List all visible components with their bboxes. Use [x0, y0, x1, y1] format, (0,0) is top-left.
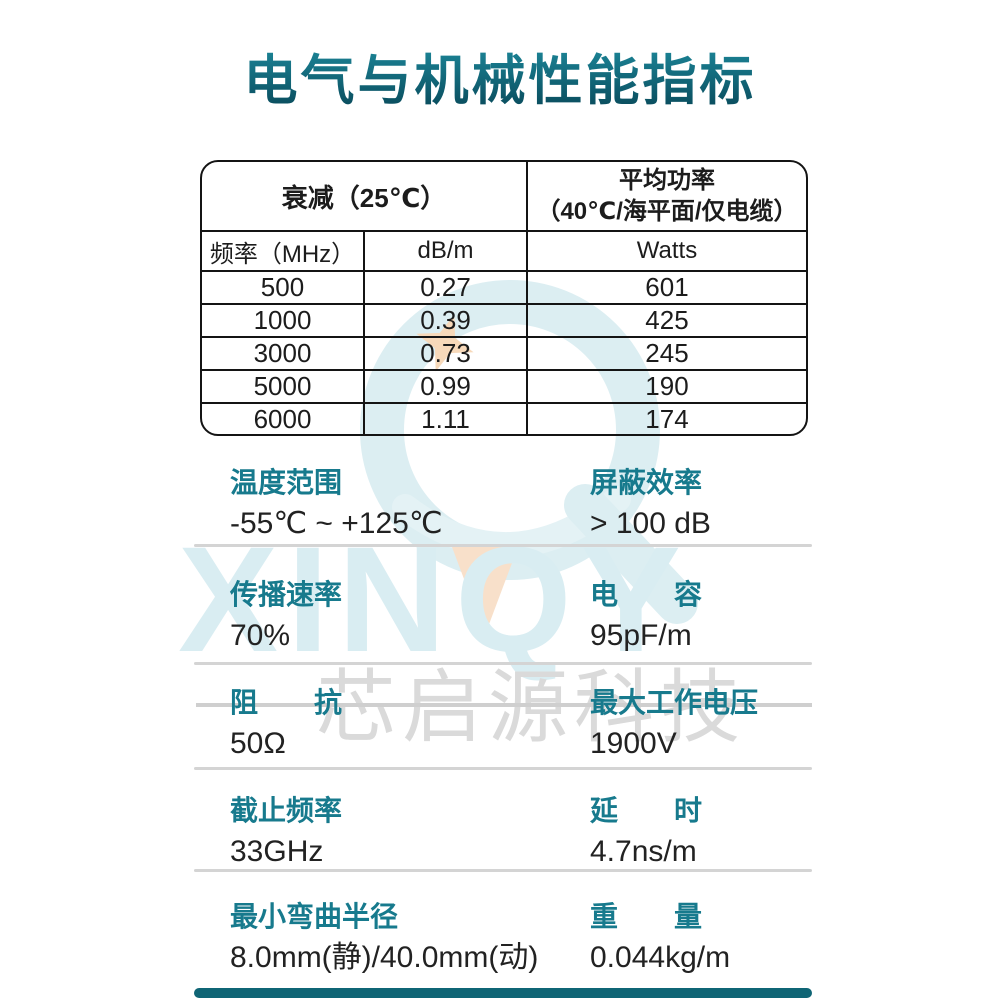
col-header-watts: Watts [526, 230, 806, 272]
col-header-dbm: dB/m [363, 230, 528, 272]
cell-watts: 174 [526, 402, 806, 434]
table-row: 3000 0.73 245 [202, 336, 806, 371]
table-row: 6000 1.11 174 [202, 402, 806, 434]
watermark-orange-triangle [452, 547, 518, 635]
spec-value: -55℃ ~ +125℃ [230, 507, 443, 540]
spec-impedance: 阻 抗 50Ω [230, 686, 342, 762]
spec-label: 最大工作电压 [590, 687, 759, 718]
spec-max-operating-voltage: 最大工作电压 1900V [590, 686, 758, 762]
cell-frequency: 6000 [202, 402, 365, 434]
spec-cutoff-frequency: 截止频率 33GHz [230, 794, 342, 870]
watermark-strike-line [196, 703, 812, 707]
spec-label: 延 时 [590, 795, 703, 826]
spec-value: 0.044kg/m [590, 941, 731, 974]
table-row: 500 0.27 601 [202, 270, 806, 305]
cell-watts: 245 [526, 336, 806, 371]
cell-dbm: 0.39 [363, 303, 528, 338]
spec-delay: 延 时 4.7ns/m [590, 794, 702, 870]
spec-value: 8.0mm(静)/40.0mm(动) [230, 941, 539, 974]
cell-dbm: 1.11 [363, 402, 528, 434]
spec-value: 95pF/m [590, 619, 692, 652]
cell-watts: 190 [526, 369, 806, 404]
spec-value: 70% [230, 619, 291, 652]
spec-value: 33GHz [230, 835, 324, 868]
spec-label: 传播速率 [230, 579, 343, 610]
section-divider [194, 662, 812, 665]
spec-value: 50Ω [230, 727, 286, 760]
spec-temperature-range: 温度范围 -55℃ ~ +125℃ [230, 466, 443, 542]
spec-value: 4.7ns/m [590, 835, 697, 868]
spec-label: 屏蔽效率 [590, 467, 703, 498]
spec-label: 截止频率 [230, 795, 343, 826]
spec-label: 阻 抗 [230, 687, 343, 718]
spec-label: 重 量 [590, 901, 703, 932]
cell-frequency: 500 [202, 270, 365, 305]
table-group-header-row: 衰减（25℃） 平均功率 （40℃/海平面/仅电缆） [202, 162, 806, 232]
cell-frequency: 5000 [202, 369, 365, 404]
spec-shielding-efficiency: 屏蔽效率 > 100 dB [590, 466, 711, 542]
header-attenuation: 衰减（25℃） [202, 162, 528, 232]
attenuation-power-table: 衰减（25℃） 平均功率 （40℃/海平面/仅电缆） 频率（MHz） dB/m … [202, 162, 806, 434]
header-avg-power: 平均功率 （40℃/海平面/仅电缆） [526, 162, 806, 232]
section-divider [194, 767, 812, 770]
cell-watts: 601 [526, 270, 806, 305]
cell-frequency: 1000 [202, 303, 365, 338]
spec-value: 1900V [590, 727, 677, 760]
cell-dbm: 0.99 [363, 369, 528, 404]
watermark-brand-cn-text: 芯启源科技 [316, 663, 746, 752]
spec-label: 最小弯曲半径 [230, 901, 399, 932]
cell-watts: 425 [526, 303, 806, 338]
page-title: 电气与机械性能指标 [0, 36, 1000, 115]
spec-min-bend-radius: 最小弯曲半径 8.0mm(静)/40.0mm(动) [230, 900, 538, 976]
cell-dbm: 0.73 [363, 336, 528, 371]
performance-table: 衰减（25℃） 平均功率 （40℃/海平面/仅电缆） 频率（MHz） dB/m … [200, 160, 808, 436]
spec-label: 温度范围 [230, 467, 343, 498]
table-column-header-row: 频率（MHz） dB/m Watts [202, 230, 806, 272]
col-header-frequency: 频率（MHz） [202, 230, 365, 272]
bottom-accent-bar [194, 988, 812, 998]
section-divider [194, 869, 812, 872]
spec-label: 电 容 [590, 579, 703, 610]
header-avg-power-line1: 平均功率 [619, 167, 715, 194]
header-avg-power-line2: （40℃/海平面/仅电缆） [536, 198, 798, 225]
table-row: 1000 0.39 425 [202, 303, 806, 338]
spec-propagation-velocity: 传播速率 70% [230, 578, 342, 654]
section-divider [194, 544, 812, 547]
spec-value: > 100 dB [590, 507, 711, 540]
watermark-brand-text: XINQY [178, 515, 690, 683]
table-row: 5000 0.99 190 [202, 369, 806, 404]
cell-dbm: 0.27 [363, 270, 528, 305]
spec-capacitance: 电 容 95pF/m [590, 578, 702, 654]
spec-weight: 重 量 0.044kg/m [590, 900, 730, 976]
cell-frequency: 3000 [202, 336, 365, 371]
